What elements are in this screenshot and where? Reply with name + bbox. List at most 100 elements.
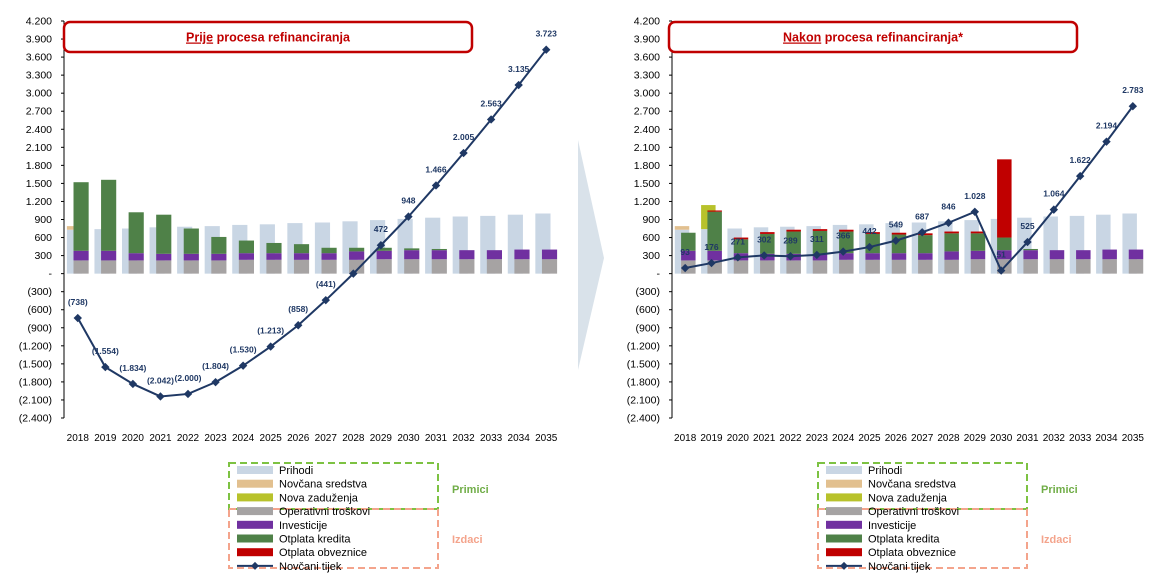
bar-outflow-otplata_kredita	[760, 233, 775, 254]
y-tick-label: (1.800)	[19, 376, 52, 388]
cash-flow-point	[211, 377, 220, 387]
y-tick-label: (600)	[635, 304, 660, 316]
bar-outflow-otplata_obveznice	[812, 229, 828, 231]
cash-flow-point	[486, 115, 496, 124]
cash-flow-label: 289	[783, 235, 797, 245]
bar-outflow-investicije	[514, 249, 530, 260]
bar-outflow-investicije	[541, 249, 558, 260]
legend-label-otplata_kredita: Otplata kredita	[868, 534, 940, 546]
cash-flow-label: 442	[862, 226, 876, 236]
x-tick-label: 2033	[1069, 433, 1092, 444]
bar-outflow-operativni	[760, 260, 775, 274]
legend-swatch-prihodi	[826, 466, 862, 474]
legend-izdaci-box	[817, 508, 1028, 569]
bar-outflow-operativni	[1049, 259, 1065, 274]
x-tick-label: 2031	[425, 433, 448, 444]
y-tick-label: 3.600	[26, 52, 52, 64]
bar-outflow-investicije	[681, 250, 696, 261]
cash-flow-label: 3.723	[536, 29, 558, 39]
cash-flow-label: (2.000)	[175, 373, 202, 383]
y-tick-label: 300	[34, 250, 52, 262]
y-tick-label: 1.500	[26, 178, 52, 190]
cash-flow-point	[1075, 171, 1085, 181]
legend-swatch-otplata_obveznice	[237, 548, 273, 557]
legend-before: Primici Izdaci Prihodi Novčana sredstvaNova…	[228, 462, 489, 573]
y-tick-label: 1.500	[634, 178, 660, 190]
bar-outflow-operativni	[918, 259, 933, 274]
cash-flow-point	[128, 379, 138, 389]
cash-flow-point	[514, 80, 523, 90]
bar-outflow-investicije	[1128, 249, 1144, 260]
cash-flow-point	[680, 263, 690, 273]
y-tick-label: 900	[34, 214, 52, 226]
bar-outflow-investicije	[944, 251, 959, 260]
x-tick-label: 2021	[753, 433, 776, 444]
bar-outflow-otplata_obveznice	[865, 232, 880, 234]
cash-flow-label: 687	[915, 211, 929, 221]
bar-outflow-otplata_kredita	[211, 236, 227, 254]
x-tick-label: 2025	[858, 433, 881, 444]
bar-outflow-operativni	[211, 260, 227, 274]
x-tick-label: 2020	[727, 433, 750, 444]
bar-outflow-operativni	[1102, 259, 1117, 274]
cash-flow-label: (441)	[316, 279, 336, 289]
y-tick-label: 2.100	[26, 142, 52, 154]
y-tick-label: (1.500)	[627, 358, 660, 370]
y-tick-label: 3.300	[26, 70, 52, 82]
y-tick-label: 300	[642, 250, 660, 262]
bar-outflow-otplata_kredita	[786, 231, 801, 254]
bar-outflow-otplata_kredita	[266, 242, 282, 254]
cash-flow-label: 302	[757, 234, 771, 244]
cash-flow-point	[1128, 102, 1138, 111]
x-tick-label: 2027	[315, 433, 338, 444]
bar-outflow-operativni	[404, 259, 420, 274]
bar-outflow-investicije	[997, 250, 1012, 260]
cash-flow-label: 549	[889, 220, 903, 230]
bar-outflow-operativni	[183, 260, 199, 274]
bar-outflow-operativni	[238, 259, 254, 274]
bar-outflow-operativni	[156, 260, 172, 274]
bar-outflow-operativni	[1023, 259, 1038, 274]
y-tick-label: 4.200	[634, 16, 660, 28]
legend-label-prihodi: Prihodi	[279, 465, 313, 477]
bar-outflow-operativni	[944, 259, 959, 274]
cash-flow-label: (1.834)	[119, 363, 146, 373]
x-tick-label: 2022	[779, 433, 802, 444]
legend-label-prihodi: Prihodi	[868, 465, 902, 477]
bar-outflow-investicije	[865, 253, 880, 260]
bar-outflow-investicije	[459, 250, 475, 260]
bar-outflow-otplata_obveznice	[733, 237, 749, 240]
cash-flow-line	[684, 105, 1134, 273]
bar-outflow-otplata_obveznice	[786, 229, 801, 232]
x-tick-label: 2022	[177, 433, 200, 444]
bar-outflow-otplata_kredita	[183, 228, 199, 254]
x-tick-label: 2030	[397, 433, 420, 444]
cash-flow-point	[812, 250, 822, 260]
bar-outflow-otplata_kredita	[865, 233, 880, 254]
cash-flow-label: 2.783	[1122, 85, 1144, 95]
x-tick-label: 2019	[700, 433, 723, 444]
bar-outflow-otplata_kredita	[707, 211, 722, 251]
cash-flow-label: (1.804)	[202, 361, 229, 371]
x-tick-label: 2030	[990, 433, 1013, 444]
y-tick-label: 600	[34, 232, 52, 244]
y-tick-label: 2.400	[634, 124, 660, 136]
x-tick-label: 2034	[508, 433, 531, 444]
legend-label-line: Novčani tijek	[868, 561, 931, 573]
bar-outflow-operativni	[101, 260, 117, 274]
chart-panel-before: 4.200 3.900 3.600 3.300 3.000 2.700 2.400 2.100…	[19, 16, 558, 445]
bar-outflow-otplata_obveznice	[918, 233, 933, 236]
legend-label-novcana: Novčana sredstva	[279, 479, 368, 491]
cash-flow-point	[156, 392, 165, 401]
y-tick-label: 900	[642, 214, 660, 226]
x-tick-label: 2024	[232, 433, 255, 444]
cash-flow-point	[996, 266, 1006, 275]
bar-outflow-otplata_kredita	[321, 247, 337, 254]
y-tick-label: 2.100	[634, 142, 660, 154]
bar-outflow-otplata_kredita	[733, 239, 749, 254]
legend-swatch-otplata_obveznice	[826, 548, 862, 557]
legend-primici-box	[228, 462, 439, 510]
x-tick-label: 2029	[964, 433, 987, 444]
bar-outflow-otplata_obveznice	[944, 231, 959, 234]
cash-flow-point	[542, 45, 551, 54]
